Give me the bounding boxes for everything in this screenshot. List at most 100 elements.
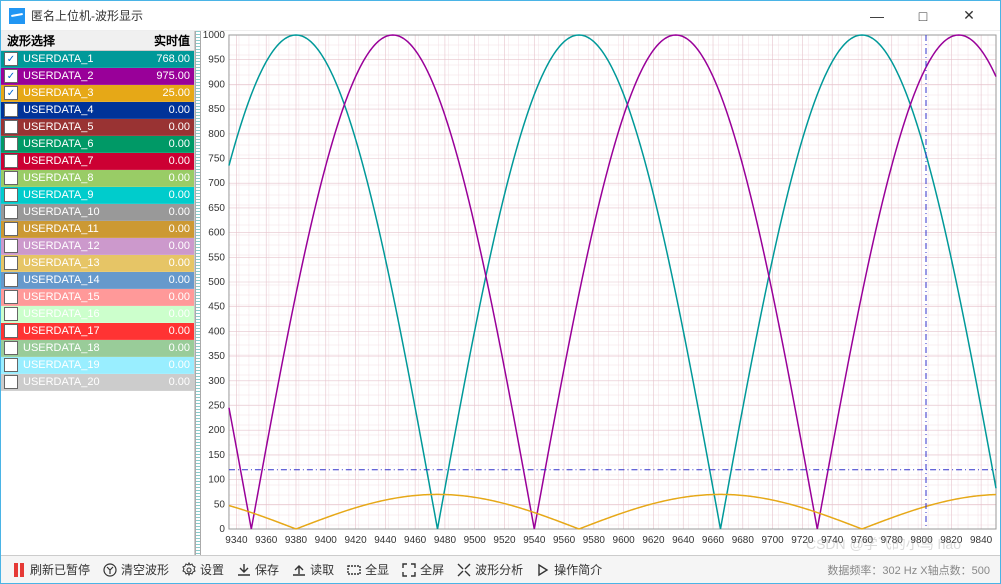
channel-row[interactable]: USERDATA_160.00 bbox=[1, 306, 194, 323]
channel-name: USERDATA_12 bbox=[21, 240, 142, 252]
channel-checkbox[interactable] bbox=[4, 188, 18, 202]
channel-row[interactable]: USERDATA_170.00 bbox=[1, 323, 194, 340]
load-button[interactable]: 读取 bbox=[285, 558, 340, 582]
svg-text:850: 850 bbox=[208, 104, 225, 115]
channel-value: 0.00 bbox=[142, 172, 194, 184]
channel-row[interactable]: USERDATA_140.00 bbox=[1, 272, 194, 289]
channel-row[interactable]: USERDATA_180.00 bbox=[1, 340, 194, 357]
channel-checkbox[interactable] bbox=[4, 256, 18, 270]
channel-checkbox[interactable] bbox=[4, 358, 18, 372]
channel-value: 0.00 bbox=[142, 359, 194, 371]
settings-button[interactable]: 设置 bbox=[175, 558, 230, 582]
channel-row[interactable]: USERDATA_190.00 bbox=[1, 357, 194, 374]
minimize-button[interactable]: — bbox=[854, 1, 900, 31]
channel-row[interactable]: USERDATA_150.00 bbox=[1, 289, 194, 306]
svg-text:9720: 9720 bbox=[791, 535, 814, 546]
svg-text:750: 750 bbox=[208, 153, 225, 164]
svg-text:950: 950 bbox=[208, 55, 225, 66]
channel-name: USERDATA_17 bbox=[21, 325, 142, 337]
channel-name: USERDATA_20 bbox=[21, 376, 142, 388]
close-button[interactable]: ✕ bbox=[946, 1, 992, 31]
channel-checkbox[interactable] bbox=[4, 307, 18, 321]
channel-row[interactable]: USERDATA_60.00 bbox=[1, 136, 194, 153]
svg-text:9600: 9600 bbox=[613, 535, 636, 546]
fitall-button[interactable]: 全显 bbox=[340, 558, 395, 582]
channel-row[interactable]: USERDATA_80.00 bbox=[1, 170, 194, 187]
help-button[interactable]: 操作简介 bbox=[529, 558, 608, 582]
channel-checkbox[interactable]: ✓ bbox=[4, 69, 18, 83]
channel-checkbox[interactable] bbox=[4, 137, 18, 151]
channel-row[interactable]: USERDATA_50.00 bbox=[1, 119, 194, 136]
channel-row[interactable]: ✓USERDATA_1768.00 bbox=[1, 51, 194, 68]
fit-icon bbox=[346, 562, 362, 578]
clear-button[interactable]: 清空波形 bbox=[96, 558, 175, 582]
save-button[interactable]: 保存 bbox=[230, 558, 285, 582]
channel-checkbox[interactable] bbox=[4, 341, 18, 355]
channel-value: 0.00 bbox=[142, 206, 194, 218]
channel-row[interactable]: ✓USERDATA_325.00 bbox=[1, 85, 194, 102]
pause-icon bbox=[11, 562, 27, 578]
channel-checkbox[interactable] bbox=[4, 205, 18, 219]
pause-button[interactable]: 刷新已暂停 bbox=[5, 558, 96, 582]
channel-value: 0.00 bbox=[142, 189, 194, 201]
channel-row[interactable]: USERDATA_120.00 bbox=[1, 238, 194, 255]
channel-checkbox[interactable]: ✓ bbox=[4, 52, 18, 66]
svg-text:9640: 9640 bbox=[672, 535, 695, 546]
svg-text:500: 500 bbox=[208, 277, 225, 288]
channel-name: USERDATA_5 bbox=[21, 121, 142, 133]
svg-text:450: 450 bbox=[208, 302, 225, 313]
channel-row[interactable]: USERDATA_130.00 bbox=[1, 255, 194, 272]
channel-checkbox[interactable]: ✓ bbox=[4, 86, 18, 100]
channel-row[interactable]: USERDATA_100.00 bbox=[1, 204, 194, 221]
channel-row[interactable]: USERDATA_200.00 bbox=[1, 374, 194, 391]
channel-name: USERDATA_6 bbox=[21, 138, 142, 150]
svg-text:600: 600 bbox=[208, 228, 225, 239]
channel-value: 975.00 bbox=[142, 70, 194, 82]
gear-icon bbox=[181, 562, 197, 578]
channel-row[interactable]: USERDATA_70.00 bbox=[1, 153, 194, 170]
channel-name: USERDATA_4 bbox=[21, 104, 142, 116]
svg-text:9340: 9340 bbox=[225, 535, 248, 546]
channel-checkbox[interactable] bbox=[4, 154, 18, 168]
channel-checkbox[interactable] bbox=[4, 222, 18, 236]
analyze-button[interactable]: 波形分析 bbox=[450, 558, 529, 582]
channel-checkbox[interactable] bbox=[4, 239, 18, 253]
svg-text:9380: 9380 bbox=[285, 535, 308, 546]
channel-checkbox[interactable] bbox=[4, 171, 18, 185]
channel-value: 0.00 bbox=[142, 257, 194, 269]
clear-icon bbox=[102, 562, 118, 578]
button-label: 保存 bbox=[255, 561, 279, 578]
channel-row[interactable]: USERDATA_90.00 bbox=[1, 187, 194, 204]
svg-text:9800: 9800 bbox=[910, 535, 933, 546]
channel-checkbox[interactable] bbox=[4, 120, 18, 134]
channel-checkbox[interactable] bbox=[4, 324, 18, 338]
svg-text:400: 400 bbox=[208, 326, 225, 337]
svg-text:9580: 9580 bbox=[583, 535, 606, 546]
channel-row[interactable]: USERDATA_110.00 bbox=[1, 221, 194, 238]
svg-text:100: 100 bbox=[208, 475, 225, 486]
channel-header-label: 波形选择 bbox=[1, 31, 138, 50]
svg-text:150: 150 bbox=[208, 450, 225, 461]
maximize-button[interactable]: □ bbox=[900, 1, 946, 31]
svg-text:550: 550 bbox=[208, 252, 225, 263]
channel-checkbox[interactable] bbox=[4, 103, 18, 117]
button-label: 波形分析 bbox=[475, 561, 523, 578]
svg-text:9460: 9460 bbox=[404, 535, 427, 546]
full-button[interactable]: 全屏 bbox=[395, 558, 450, 582]
button-label: 全显 bbox=[365, 561, 389, 578]
svg-text:9420: 9420 bbox=[344, 535, 367, 546]
channel-value: 25.00 bbox=[142, 87, 194, 99]
channel-row[interactable]: ✓USERDATA_2975.00 bbox=[1, 68, 194, 85]
channel-checkbox[interactable] bbox=[4, 375, 18, 389]
waveform-chart[interactable]: 0501001502002503003504004505005506006507… bbox=[201, 31, 1000, 555]
svg-text:9660: 9660 bbox=[702, 535, 725, 546]
channel-row[interactable]: USERDATA_40.00 bbox=[1, 102, 194, 119]
titlebar: 匿名上位机-波形显示 — □ ✕ bbox=[1, 1, 1000, 31]
channel-checkbox[interactable] bbox=[4, 290, 18, 304]
channel-value: 0.00 bbox=[142, 308, 194, 320]
channel-name: USERDATA_2 bbox=[21, 70, 142, 82]
chart-area[interactable]: 0501001502002503003504004505005506006507… bbox=[201, 31, 1000, 555]
channel-checkbox[interactable] bbox=[4, 273, 18, 287]
channel-name: USERDATA_3 bbox=[21, 87, 142, 99]
svg-text:9540: 9540 bbox=[523, 535, 546, 546]
